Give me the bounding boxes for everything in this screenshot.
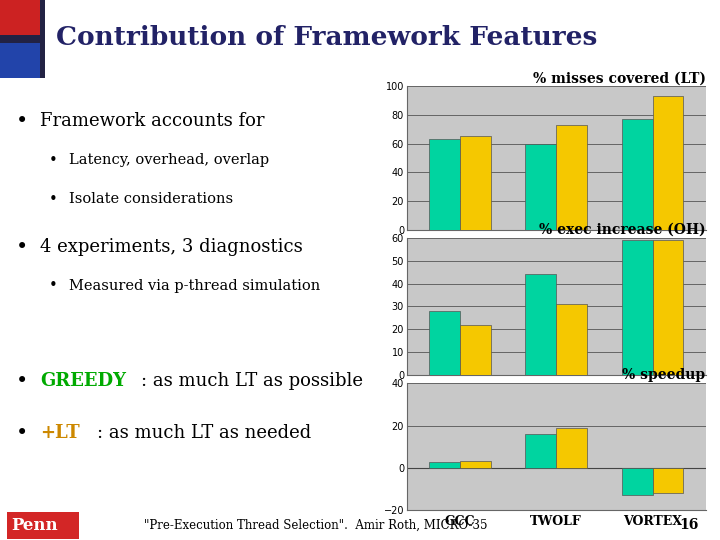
Bar (0, 35, 45, 43)
Text: Contribution of Framework Features: Contribution of Framework Features (56, 25, 598, 50)
Text: : as much LT as needed: : as much LT as needed (96, 423, 311, 442)
Bar (460, 325, 490, 375)
Bar (526, 144, 557, 230)
Bar (0, 0, 40, 39)
Bar (557, 428, 587, 468)
Bar (429, 462, 460, 468)
Text: Isolate considerations: Isolate considerations (68, 192, 233, 206)
Bar (557, 304, 587, 375)
Bar (429, 311, 460, 375)
Bar (460, 137, 490, 230)
Text: •: • (48, 153, 57, 168)
Text: : as much LT as possible: : as much LT as possible (141, 372, 363, 390)
Text: •: • (16, 370, 28, 391)
Bar (40, 0, 45, 78)
Text: % misses covered (LT): % misses covered (LT) (533, 71, 706, 85)
Text: Penn: Penn (11, 517, 58, 534)
Text: Latency, overhead, overlap: Latency, overhead, overlap (68, 153, 269, 167)
Bar (526, 434, 557, 468)
Text: 16: 16 (679, 518, 698, 532)
Text: •: • (48, 278, 57, 293)
Text: "Pre-Execution Thread Selection".  Amir Roth, MICRO-35: "Pre-Execution Thread Selection". Amir R… (144, 518, 487, 532)
Text: Measured via p-thread simulation: Measured via p-thread simulation (68, 279, 320, 293)
Bar (557, 125, 587, 230)
Text: •: • (48, 192, 57, 207)
Bar (622, 240, 652, 375)
Bar (526, 274, 557, 375)
Text: Framework accounts for: Framework accounts for (40, 112, 265, 131)
Text: GREEDY: GREEDY (40, 372, 126, 390)
Bar (460, 461, 490, 468)
Bar (652, 468, 683, 494)
Text: •: • (16, 111, 28, 132)
Text: % exec increase (OH): % exec increase (OH) (539, 222, 706, 237)
Bar (652, 97, 683, 230)
Text: •: • (16, 237, 28, 257)
Bar (622, 119, 652, 230)
Bar (652, 240, 683, 375)
Text: % speedup: % speedup (623, 368, 706, 382)
Text: •: • (16, 422, 28, 443)
Bar (429, 139, 460, 230)
Text: 4 experiments, 3 diagnostics: 4 experiments, 3 diagnostics (40, 238, 303, 256)
Bar (622, 468, 652, 496)
Text: +LT: +LT (40, 423, 80, 442)
Bar (0, 39, 40, 78)
Bar (7, 512, 79, 538)
